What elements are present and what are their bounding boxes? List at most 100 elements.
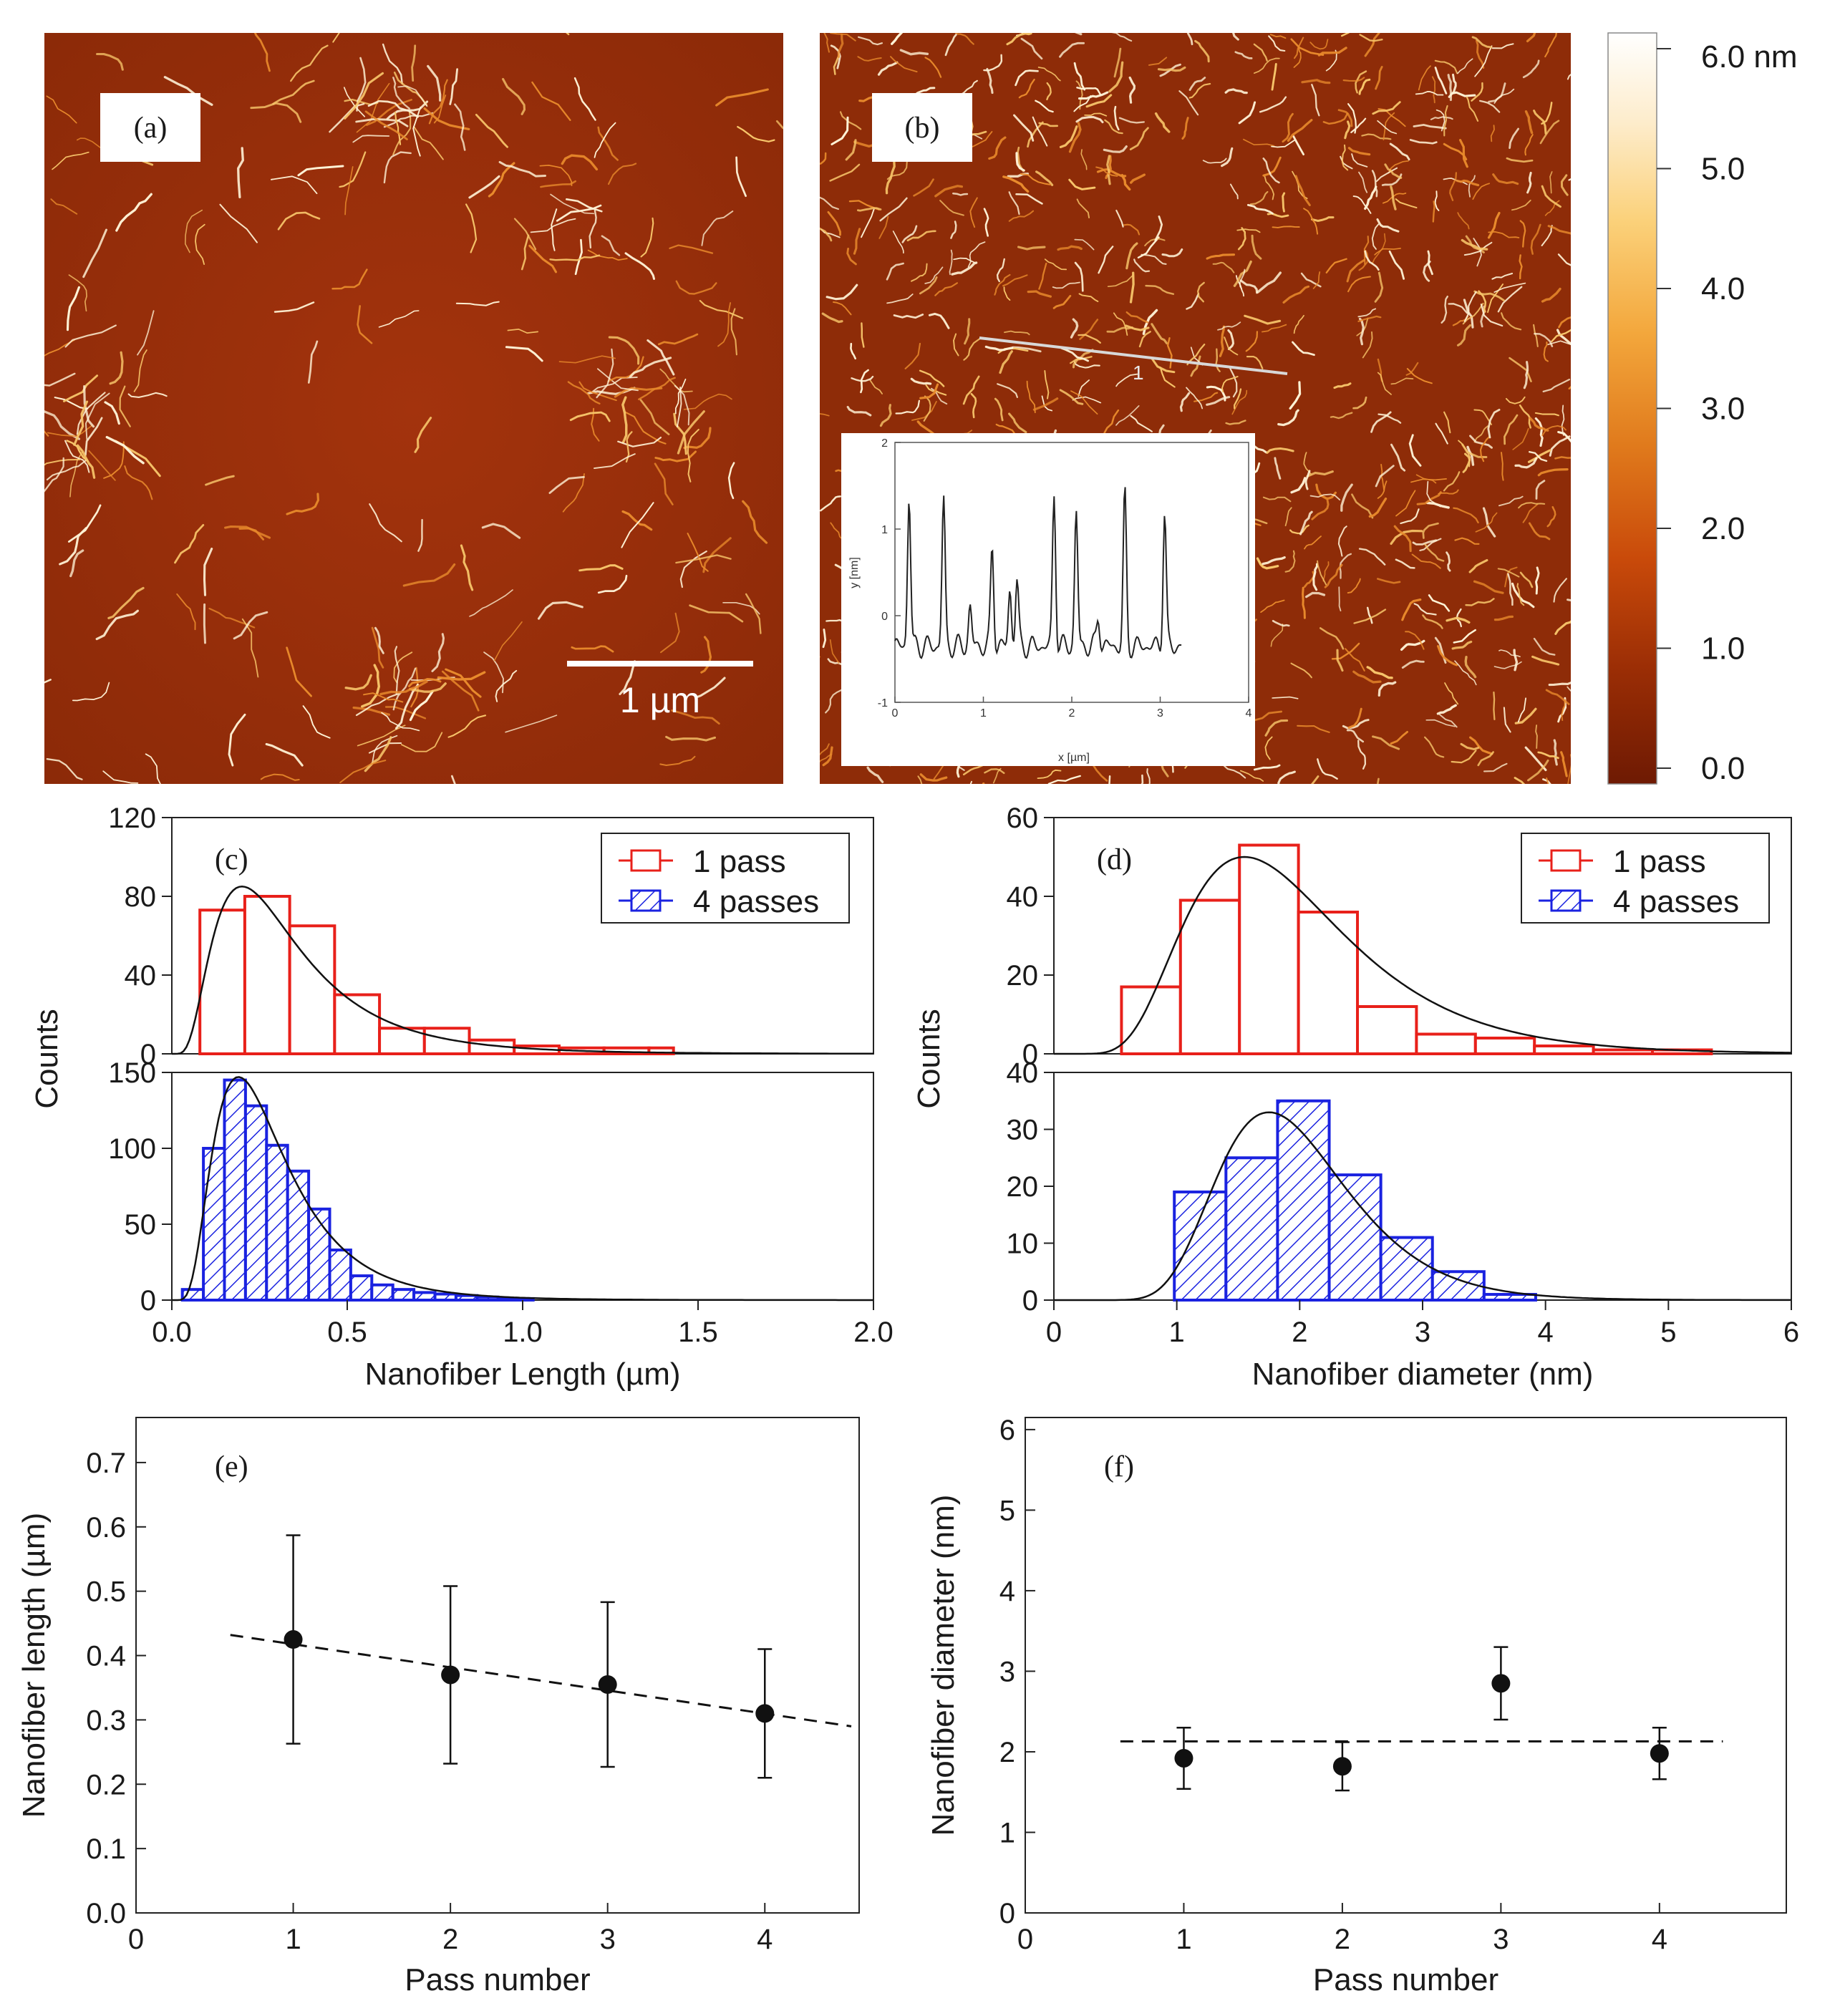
nanofiber: [449, 68, 458, 105]
nanofiber: [273, 301, 315, 313]
nanofiber: [137, 310, 155, 356]
nanofiber: [1466, 96, 1479, 122]
nanofiber: [1469, 435, 1493, 449]
nanofiber: [701, 210, 734, 246]
inset-background: [841, 433, 1255, 766]
nanofiber: [1018, 78, 1035, 99]
nanofiber: [986, 67, 994, 94]
nanofiber: [1113, 105, 1120, 131]
nanofiber: [1372, 735, 1400, 750]
data-point: [1650, 1744, 1669, 1763]
nanofiber: [924, 266, 944, 284]
nanofiber: [1426, 480, 1441, 508]
nanofiber: [64, 440, 90, 473]
nanofiber: [488, 162, 515, 198]
nanofiber: [1253, 57, 1280, 74]
nanofiber: [465, 203, 478, 253]
nanofiber: [1405, 631, 1425, 650]
histogram-bar: [307, 1207, 331, 1302]
nanofiber: [1080, 149, 1088, 170]
nanofiber: [1375, 465, 1395, 488]
nanofiber: [1277, 770, 1296, 784]
nanofiber: [1346, 729, 1365, 743]
nanofiber: [1330, 412, 1353, 420]
data-point: [441, 1665, 460, 1685]
nanofiber: [1115, 373, 1138, 387]
nanofiber: [730, 308, 737, 356]
ytick-label: 3: [999, 1656, 1015, 1687]
nanofiber: [679, 551, 707, 588]
nanofiber: [1253, 445, 1268, 454]
nanofiber: [715, 88, 769, 107]
nanofiber: [1035, 170, 1054, 186]
nanofiber: [1554, 620, 1571, 635]
nanofiber: [1229, 367, 1238, 398]
ytick-label: 0.7: [86, 1448, 126, 1479]
nanofiber: [332, 33, 340, 43]
nanofiber: [357, 724, 406, 747]
nanofiber: [660, 612, 680, 654]
nanofiber: [596, 348, 614, 399]
nanofiber: [1104, 119, 1123, 135]
nanofiber: [1311, 216, 1335, 223]
nanofiber: [414, 417, 432, 453]
ytick-label: 2: [999, 1737, 1015, 1768]
nanofiber: [578, 381, 617, 402]
nanofiber: [1471, 36, 1493, 49]
nanofiber: [984, 768, 1005, 775]
nanofiber: [850, 342, 856, 360]
nanofiber: [1120, 174, 1131, 191]
nanofiber: [1111, 33, 1133, 42]
nanofiber: [1225, 420, 1246, 425]
nanofiber: [878, 215, 889, 239]
nanofiber: [228, 713, 246, 767]
nanofiber: [1151, 323, 1168, 345]
nanofiber: [1434, 636, 1447, 664]
nanofiber: [1125, 324, 1150, 331]
nanofiber: [949, 249, 953, 276]
nanofiber: [1511, 199, 1531, 211]
nanofiber: [409, 690, 434, 722]
nanofiber: [400, 732, 443, 752]
colorbar-tick-label: 5.0: [1701, 152, 1745, 187]
nanofiber: [1475, 512, 1498, 533]
nanofiber: [1078, 379, 1090, 397]
nanofiber: [1346, 258, 1365, 283]
histogram-bar: [223, 1078, 247, 1302]
nanofiber: [253, 33, 271, 72]
nanofiber: [827, 658, 847, 667]
nanofiber: [1457, 58, 1473, 74]
nanofiber: [969, 197, 978, 228]
nanofiber: [1125, 242, 1138, 270]
nanofiber: [290, 44, 329, 82]
nanofiber: [1188, 77, 1206, 91]
nanofiber: [394, 646, 400, 695]
nanofiber: [1352, 670, 1382, 684]
nanofiber: [1244, 314, 1282, 325]
nanofiber: [846, 405, 872, 417]
ytick-label: 1: [999, 1817, 1015, 1848]
nanofiber: [1456, 324, 1472, 346]
nanofiber: [205, 475, 235, 486]
nanofiber: [1309, 39, 1329, 50]
nanofiber: [879, 404, 892, 427]
data-point: [598, 1675, 617, 1694]
nanofiber: [520, 234, 530, 271]
nanofiber: [913, 178, 934, 197]
nanofiber: [84, 417, 103, 456]
xtick-label: 2: [442, 1924, 458, 1955]
nanofiber: [1546, 505, 1556, 528]
nanofiber: [163, 76, 213, 106]
nanofiber: [892, 231, 904, 254]
nanofiber: [569, 411, 611, 422]
nanofiber: [1002, 274, 1028, 287]
nanofiber: [571, 645, 614, 653]
nanofiber: [910, 377, 932, 385]
histogram-bar: [1379, 1236, 1434, 1302]
nanofiber: [1227, 329, 1235, 351]
nanofiber: [1541, 287, 1561, 303]
nanofiber: [1535, 724, 1538, 750]
nanofiber: [1419, 538, 1442, 551]
nanofiber: [1237, 227, 1246, 251]
nanofiber: [951, 261, 978, 276]
